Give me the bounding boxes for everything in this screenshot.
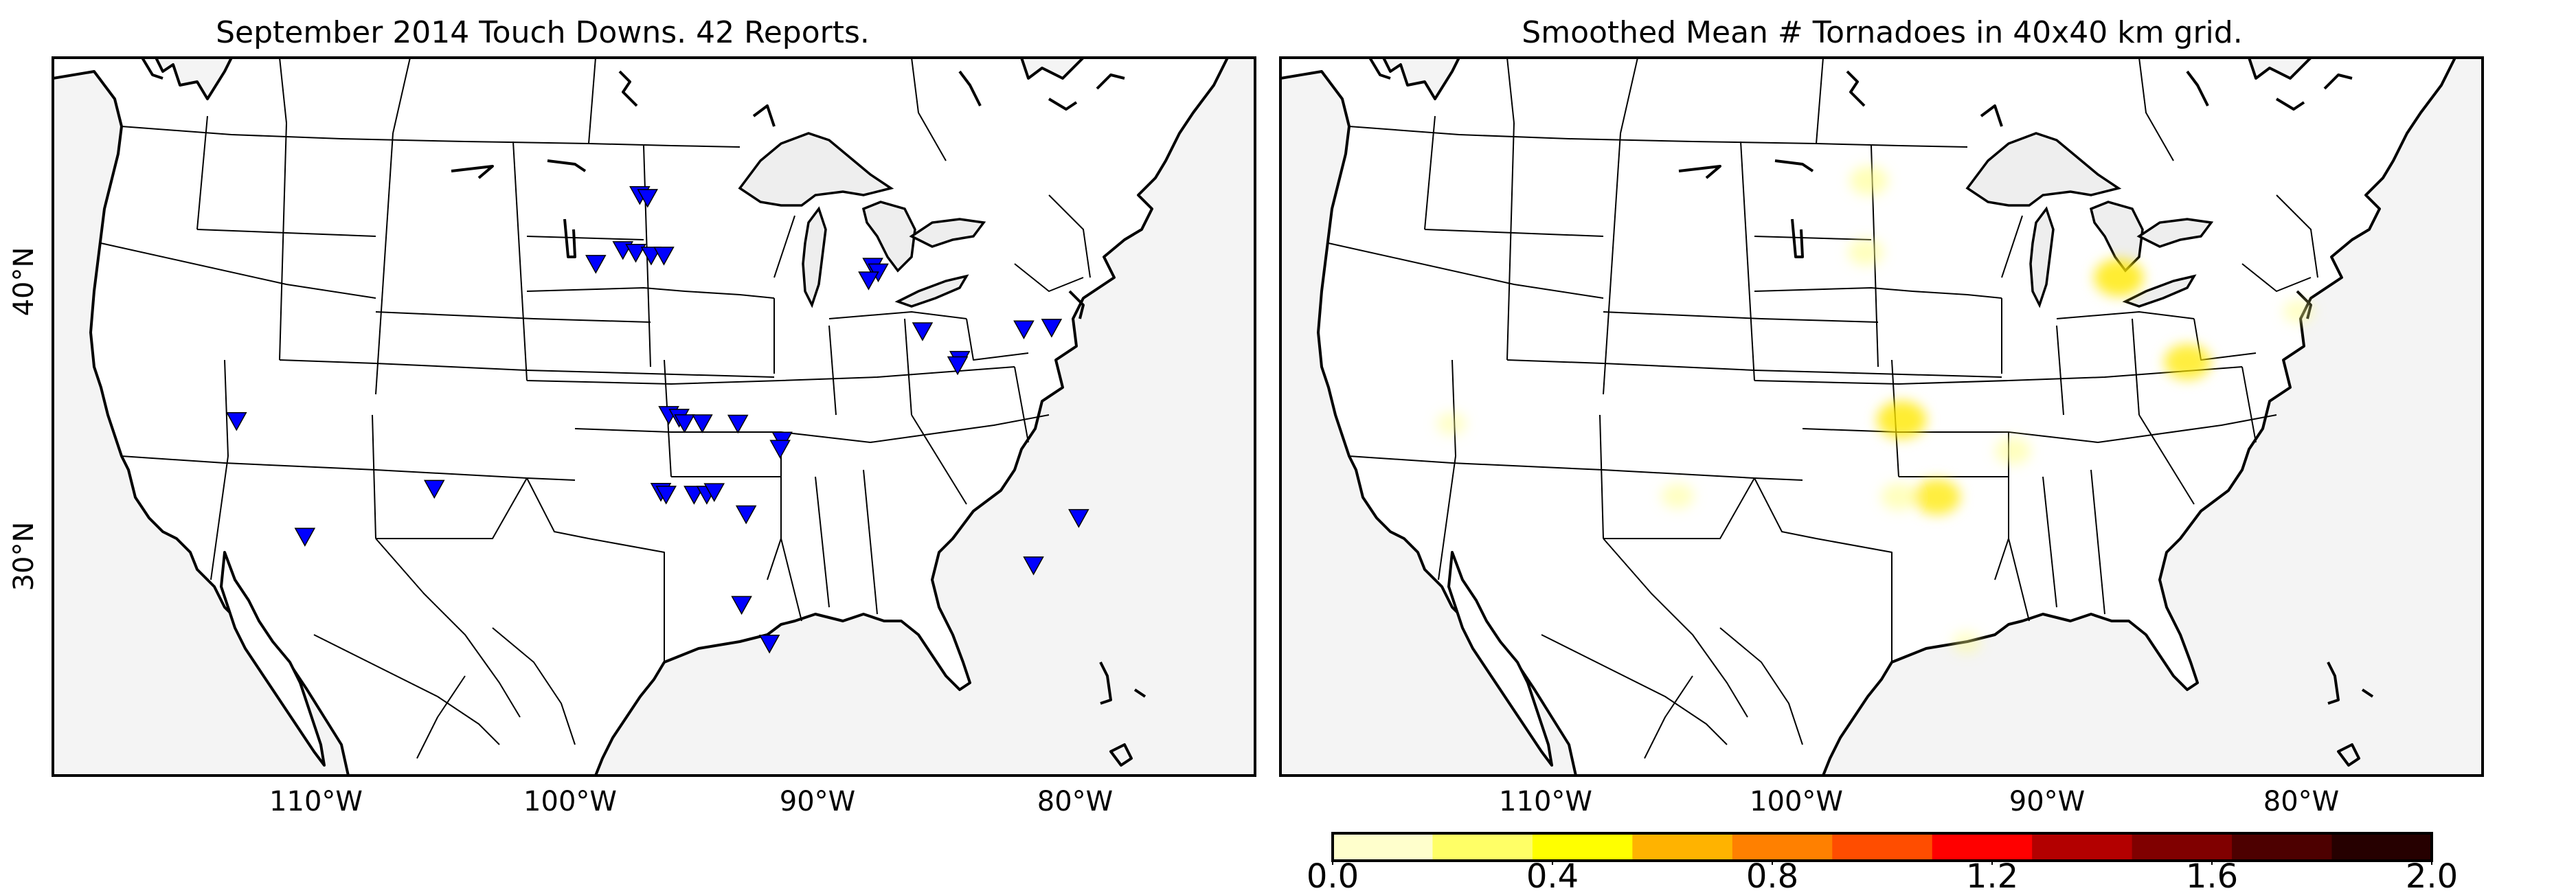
colorbar-tick-label: 2.0	[2406, 857, 2458, 893]
colorbar-swatch	[1832, 833, 1933, 861]
colorbar: 0.0 0.4 0.8 1.2 1.6 2.0	[1307, 832, 2458, 893]
density-hotspot	[2094, 258, 2144, 297]
tornado-report-marker	[640, 247, 662, 266]
tornado-report-marker	[735, 505, 757, 525]
tornado-report-marker	[585, 255, 607, 274]
tornado-report-marker	[423, 479, 445, 499]
colorbar-swatches	[1333, 833, 2432, 861]
tornado-report-marker	[294, 528, 316, 547]
colorbar-swatch	[1632, 833, 1733, 861]
tornado-report-marker	[703, 483, 725, 502]
tornado-report-marker	[692, 414, 713, 433]
density-hotspot	[1661, 483, 1695, 509]
density-hotspot	[1995, 437, 2031, 465]
colorbar-swatch	[1432, 833, 1533, 861]
right-xtick-90w: 90°W	[2009, 786, 2085, 817]
colorbar-swatch	[1932, 833, 2033, 861]
tornado-report-marker	[1041, 319, 1063, 338]
colorbar-swatch	[2331, 833, 2432, 861]
colorbar-swatch	[1732, 833, 1833, 861]
colorbar-frame	[1331, 832, 2433, 862]
tornado-report-marker	[226, 412, 247, 431]
left-xtick-90w: 90°W	[780, 786, 855, 817]
colorbar-swatch	[2232, 833, 2333, 861]
tornado-report-marker	[758, 634, 780, 654]
left-panel-title: September 2014 Touch Downs. 42 Reports.	[216, 15, 870, 50]
density-hotspot	[1877, 400, 1927, 439]
left-xtick-80w: 80°W	[1037, 786, 1113, 817]
tornado-markers	[226, 186, 1089, 654]
tornado-report-marker	[674, 414, 695, 433]
colorbar-tick-label: 0.0	[1307, 857, 1359, 893]
density-hotspot	[2283, 299, 2314, 324]
colorbar-tick-label: 1.2	[1966, 857, 2018, 893]
tornado-report-marker	[769, 440, 791, 459]
right-x-ticks: 110°W 100°W 90°W 80°W	[1499, 786, 2339, 817]
left-xtick-110w: 110°W	[269, 786, 363, 817]
left-xtick-100w: 100°W	[523, 786, 617, 817]
left-map-panel: September 2014 Touch Downs. 42 Reports. …	[8, 15, 1256, 817]
density-hotspot	[1881, 483, 1917, 511]
left-x-ticks: 110°W 100°W 90°W 80°W	[269, 786, 1113, 817]
tornado-report-marker	[1023, 556, 1044, 576]
colorbar-tick-label: 0.4	[1526, 857, 1579, 893]
tornado-report-marker	[947, 356, 969, 376]
left-y-ticks: 40°N 30°N	[8, 247, 40, 591]
tornado-report-marker	[683, 486, 705, 505]
right-map-frame	[1279, 56, 2484, 777]
right-xtick-100w: 100°W	[1750, 786, 1843, 817]
left-map-frame	[52, 56, 1256, 777]
density-hotspot	[1848, 238, 1884, 267]
tornado-report-marker	[912, 322, 934, 341]
density-hotspot	[1849, 166, 1888, 196]
tornado-report-marker	[655, 486, 677, 505]
colorbar-tick-label: 1.6	[2186, 857, 2238, 893]
left-ytick-30n: 30°N	[8, 522, 40, 591]
density-hotspot	[1913, 479, 1961, 515]
tornado-report-marker	[731, 596, 752, 615]
density-hotspot	[1436, 411, 1467, 436]
right-xtick-110w: 110°W	[1499, 786, 1592, 817]
density-hotspot	[2164, 343, 2211, 380]
colorbar-tick-label: 0.8	[1746, 857, 1798, 893]
tornado-report-marker	[727, 414, 749, 434]
tornado-report-marker	[625, 244, 646, 263]
tornado-report-marker	[637, 189, 658, 208]
tornado-report-marker	[1013, 320, 1035, 339]
colorbar-swatch	[1333, 833, 1433, 861]
colorbar-ticks: 0.0 0.4 0.8 1.2 1.6 2.0	[1307, 857, 2458, 893]
right-panel-title: Smoothed Mean # Tornadoes in 40x40 km gr…	[1522, 15, 2242, 50]
right-map-panel: Smoothed Mean # Tornadoes in 40x40 km gr…	[1279, 15, 2484, 817]
colorbar-swatch	[1532, 833, 1633, 861]
right-xtick-80w: 80°W	[2263, 786, 2339, 817]
left-ytick-40n: 40°N	[8, 247, 40, 317]
density-hotspots	[1436, 166, 2314, 654]
tornado-report-marker	[1068, 509, 1089, 528]
tornado-report-marker	[653, 247, 675, 266]
colorbar-swatch	[2032, 833, 2133, 861]
density-hotspot	[1952, 631, 1981, 654]
colorbar-swatch	[2132, 833, 2233, 861]
tornado-report-marker	[858, 271, 879, 291]
